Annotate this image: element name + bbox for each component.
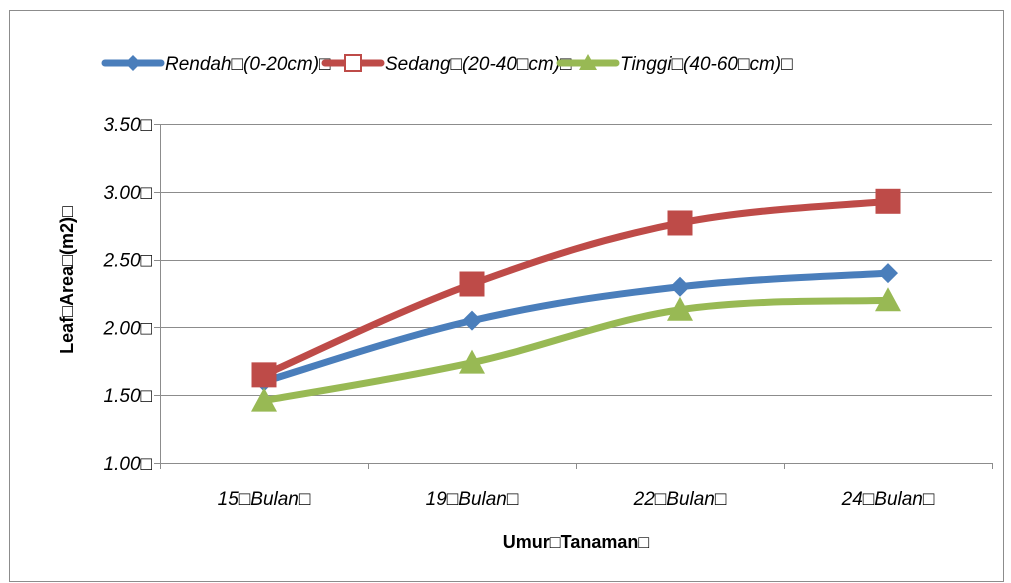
y-axis-title: Leaf□Area□(m2)□ [57,206,77,354]
series-line [260,296,892,405]
square-marker [667,210,693,236]
series-triangle [251,287,901,412]
y-tick-label: 2.50□ [103,251,153,272]
diamond-marker [462,310,482,331]
square-marker [251,362,277,388]
triangle-marker [459,349,485,374]
chart-border [9,10,1004,582]
y-tick-label: 3.00□ [104,183,153,204]
legend-label: Tinggi□(40-60□cm)□ [620,54,793,75]
legend-item: Sedang□(20-40□cm)□ [321,54,572,75]
x-tick-label: 24□Bulan□ [841,489,935,510]
triangle-marker [875,287,901,312]
legend-item: Tinggi□(40-60□cm)□ [556,54,793,75]
triangle-marker [251,387,277,412]
y-tick-label: 1.50□ [104,386,153,407]
legend-item: Rendah□(0-20cm)□ [101,54,331,75]
legend-label: Rendah□(0-20cm)□ [165,54,331,75]
square-marker [875,188,901,214]
y-tick-label: 1.00□ [104,454,153,475]
triangle-marker [667,296,693,321]
legend-label: Sedang□(20-40□cm)□ [385,54,572,75]
axes [160,124,993,469]
x-tick-label: 22□Bulan□ [633,489,727,510]
legend: Rendah□(0-20cm)□ Sedang□(20-40□cm)□ Tinggi… [101,54,793,75]
triangle-marker [579,54,597,70]
y-tick-labels: 1.00□ 1.50□ 2.00□ 2.50□ 3.00□ 3.50□ [103,115,153,475]
y-tick-label: 3.50□ [104,115,153,136]
legend-square-marker [344,54,362,72]
series-line [260,269,892,386]
diamond-marker [670,276,690,297]
x-axis-title: Umur□Tanaman□ [503,532,650,552]
square-marker [459,271,485,297]
x-tick-labels: 15□Bulan□ 19□Bulan□ 22□Bulan□ 24□Bulan□ [218,489,935,510]
x-tick-label: 15□Bulan□ [218,489,311,510]
series-line [260,197,892,379]
x-tick-label: 19□Bulan□ [426,489,519,510]
diamond-marker [878,263,898,284]
y-tick-label: 2.00□ [103,318,153,339]
diamond-marker [125,55,141,71]
series-group [251,188,901,412]
series-square [251,188,901,388]
